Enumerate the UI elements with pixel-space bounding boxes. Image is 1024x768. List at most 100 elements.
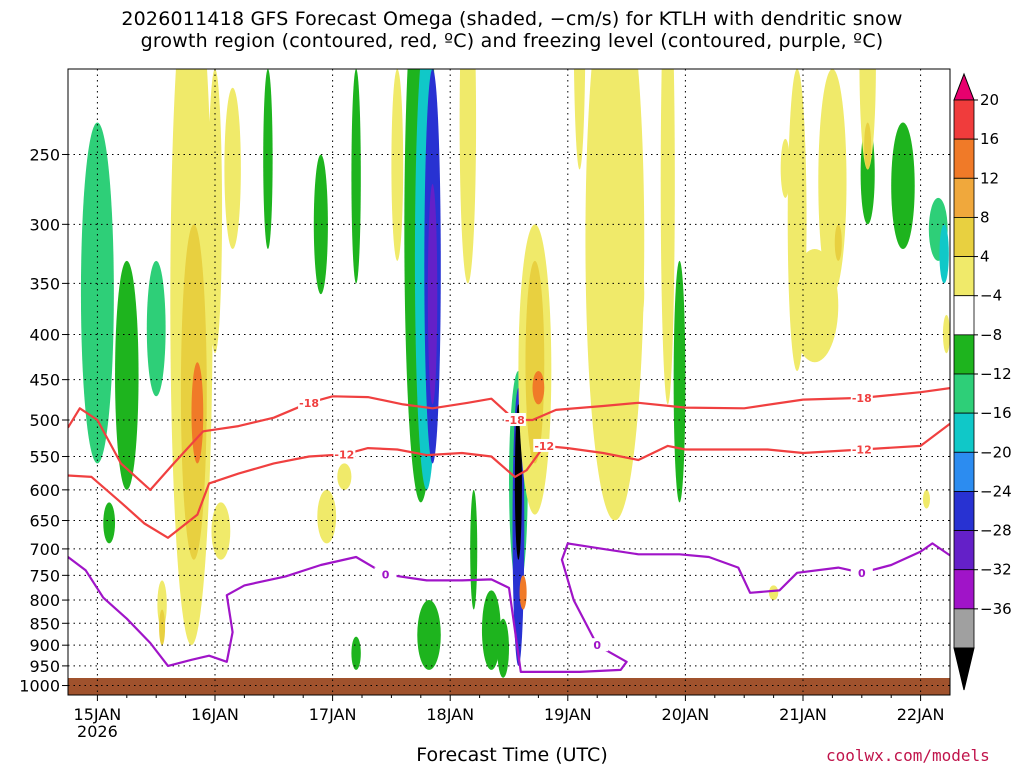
omega-cell-11 (391, 69, 404, 261)
omega-cell-44 (159, 609, 166, 646)
y-tick-label-550: 550 (29, 448, 60, 467)
chart-title-line-1: 2026011418 GFS Forecast Omega (shaded, −… (121, 8, 903, 30)
omega-cell-9 (313, 154, 328, 295)
contour-label-bg (533, 438, 556, 452)
colorbar-label-0: 20 (980, 91, 999, 109)
omega-shading (68, 69, 950, 695)
colorbar-label-8: −16 (980, 404, 1012, 422)
omega-cell-40 (939, 224, 949, 284)
omega-cell-43 (157, 580, 167, 628)
contour-label-0-2: 0 (858, 567, 866, 580)
omega-cell-36 (859, 69, 876, 170)
x-tick-label-17JAN: 17JAN (309, 705, 357, 724)
colorbar-label-9: −20 (980, 443, 1012, 461)
omega-cell-46 (351, 636, 361, 670)
colorbar-box-11 (953, 530, 975, 571)
colorbar-box-3 (953, 217, 975, 257)
contour-lines: -18 -18 -18 -12 -12 -12 0 0 0 (68, 387, 950, 674)
y-tick-label-500: 500 (29, 411, 60, 430)
colorbar-box-5 (953, 295, 975, 336)
omega-cell-28 (660, 69, 675, 405)
x-tick-label-16JAN: 16JAN (191, 705, 239, 724)
omega-cell-34 (834, 224, 842, 261)
contour-label-0-0: 0 (382, 568, 390, 581)
omega-cell-37 (864, 122, 872, 170)
omega-cell-49 (317, 489, 337, 544)
omega-cell-53 (573, 69, 586, 170)
omega-cell-51 (768, 585, 779, 601)
x-tick-label-15JAN: 15JAN (74, 705, 122, 724)
colorbar-top-arrow (953, 72, 975, 101)
omega-cell-24 (532, 371, 545, 405)
y-tick-label-250: 250 (29, 145, 60, 164)
y-tick-label-750: 750 (29, 566, 60, 585)
colorbar-box-10 (953, 491, 975, 531)
omega-cell-15 (427, 183, 438, 405)
omega-cell-33 (818, 69, 847, 295)
omega-cell-27 (632, 260, 645, 325)
colorbar-label-4: 4 (980, 248, 990, 266)
omega-cell-16 (417, 600, 441, 670)
credit-link[interactable]: coolwx.com/models (826, 746, 990, 765)
x-axis-ticks: 15JAN 16JAN 17JAN 18JAN 19JAN 20JAN 21JAN 22JAN… (74, 695, 945, 741)
colorbar-box-0 (953, 99, 975, 140)
x-tick-label-18JAN: 18JAN (426, 705, 474, 724)
colorbar-box-12 (953, 569, 975, 610)
colorbar-box-13 (953, 608, 975, 649)
x-tick-label-20JAN: 20JAN (662, 705, 710, 724)
colorbar-label-11: −28 (980, 522, 1012, 540)
chart-title-line-2: growth region (contoured, red, ºC) and f… (140, 30, 884, 52)
colorbar-box-7 (953, 373, 975, 414)
colorbar-box-1 (953, 138, 975, 179)
omega-cell-0 (80, 122, 114, 464)
x-tick-label-22JAN: 22JAN (897, 705, 945, 724)
contour-label--18-0: -18 (299, 397, 319, 410)
omega-cell-45 (211, 502, 231, 560)
colorbar-label-7: −12 (980, 365, 1012, 383)
y-tick-label-800: 800 (29, 591, 60, 610)
colorbar-label-2: 12 (980, 169, 999, 187)
omega-cell-42 (922, 489, 931, 509)
omega-cell-30 (780, 138, 791, 198)
terrain-strip (68, 678, 950, 695)
omega-cell-1 (115, 260, 139, 490)
colorbar-box-6 (953, 334, 975, 375)
omega-cell-8 (263, 69, 273, 250)
y-tick-label-600: 600 (29, 481, 60, 500)
omega-cell-26 (585, 69, 645, 521)
contour-label-bg (586, 638, 609, 652)
contour-label--12-2: -12 (852, 443, 872, 456)
omega-cell-17 (459, 69, 477, 284)
y-tick-label-850: 850 (29, 614, 60, 633)
x-tick-label-19JAN: 19JAN (544, 705, 592, 724)
y-tick-label-950: 950 (29, 657, 60, 676)
colorbar-box-8 (953, 412, 975, 453)
x-tick-year-label: 2026 (77, 722, 118, 741)
colorbar-box-4 (953, 256, 975, 297)
y-tick-label-300: 300 (29, 215, 60, 234)
omega-cell-5 (191, 362, 204, 464)
y-tick-label-900: 900 (29, 636, 60, 655)
omega-cell-2 (146, 260, 166, 397)
contour-0 (68, 542, 950, 674)
omega-cell-38 (891, 122, 915, 250)
omega-cell-52 (103, 502, 116, 544)
omega-cell-18 (481, 590, 501, 670)
colorbar-label-10: −24 (980, 482, 1012, 500)
contour-label-bg (850, 442, 873, 456)
x-axis-label: Forecast Time (UTC) (416, 744, 608, 766)
colorbar-label-13: −36 (980, 600, 1012, 618)
contour-label-bg (333, 447, 356, 461)
y-tick-label-1000: 1000 (19, 677, 60, 696)
colorbar-bottom-arrow (953, 647, 975, 691)
contour-label-bg (503, 413, 526, 427)
colorbar-box-9 (953, 451, 975, 492)
contour-label-bg (850, 390, 873, 404)
colorbar-label-5: −4 (980, 287, 1002, 305)
contour-label-bg (850, 565, 873, 579)
colorbar-label-12: −32 (980, 561, 1012, 579)
contour-label--18-1: -18 (505, 414, 525, 427)
omega-cell-7 (224, 87, 241, 250)
contour--12 (68, 422, 950, 539)
